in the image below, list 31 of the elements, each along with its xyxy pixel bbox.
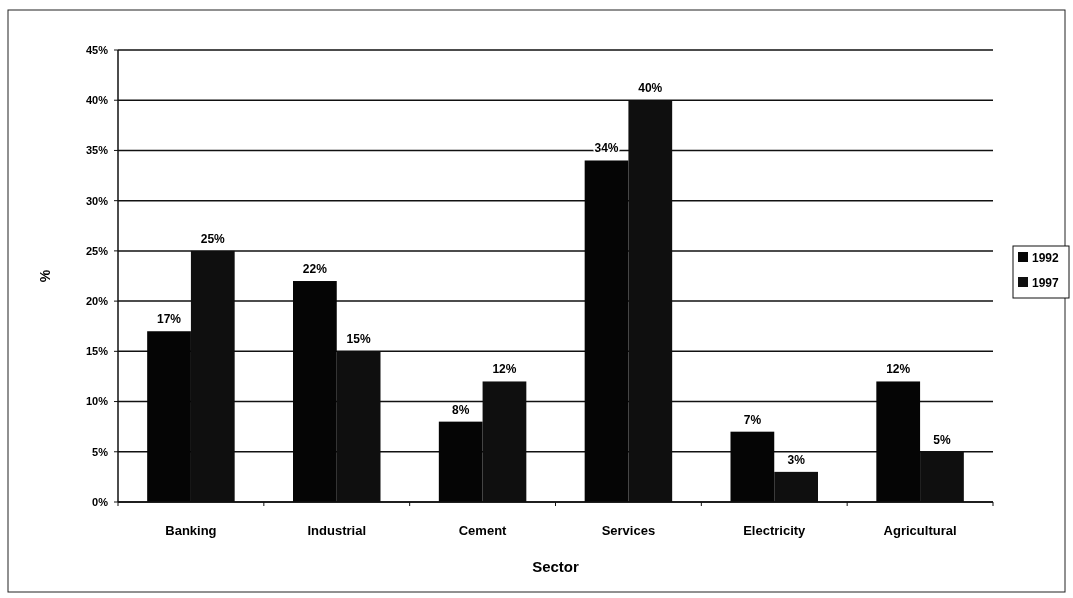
y-tick-label: 25% (85, 244, 109, 257)
data-label: 7% (743, 412, 762, 427)
y-axis-title: % (37, 269, 53, 283)
data-label: 40% (638, 81, 663, 96)
y-tick-label: 15% (85, 345, 109, 358)
y-tick-label: 0% (92, 495, 109, 508)
y-tick-label: 10% (85, 395, 109, 408)
legend-label: 1992 (1032, 251, 1060, 265)
x-tick-label: Agricultural (883, 523, 957, 538)
x-tick-label: Industrial (307, 523, 367, 538)
y-tick-label: 45% (85, 43, 109, 56)
data-label: 12% (886, 362, 911, 377)
x-tick-label: Cement (458, 523, 508, 538)
y-tick-label: 20% (85, 294, 109, 307)
x-tick-label: Banking (165, 523, 217, 538)
y-tick-label: 40% (85, 94, 109, 107)
x-tick-label: Services (601, 523, 656, 538)
x-axis-title: Sector (532, 558, 579, 575)
data-label: 22% (302, 262, 328, 277)
data-label: 25% (200, 231, 226, 246)
y-tick-label: 35% (85, 144, 109, 157)
data-label: 3% (787, 452, 806, 467)
y-tick-label: 5% (92, 445, 109, 458)
data-label: 8% (452, 402, 470, 417)
data-label: 5% (933, 432, 951, 447)
data-label: 17% (157, 312, 182, 327)
x-tick-label: Electricity (743, 523, 807, 538)
data-label: 12% (492, 362, 517, 377)
legend-label: 1997 (1032, 276, 1060, 290)
y-tick-label: 30% (85, 194, 109, 207)
data-label: 15% (346, 332, 371, 347)
